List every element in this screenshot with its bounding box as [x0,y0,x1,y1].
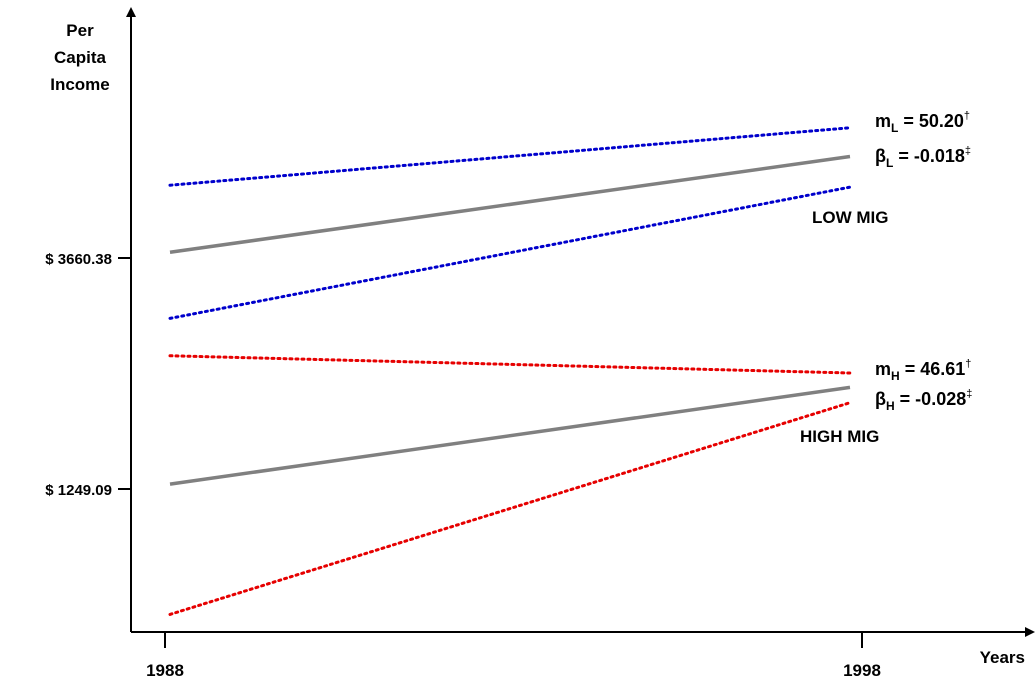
high-beta-annotation: βH = -0.028‡ [875,388,972,413]
y-axis-label-line-1: Per [66,21,94,40]
low-mig-fit-line [169,154,851,255]
y-tick-label-3660: $ 3660.38 [45,251,112,268]
high-mig-upper-line [168,354,852,375]
y-axis-label-line-2: Capita [54,48,107,67]
x-tick-label-1998: 1998 [843,661,881,680]
x-tick-label-1988: 1988 [146,661,184,680]
high-mig-fit-line [169,385,851,486]
y-tick-label-1249: $ 1249.09 [45,482,112,499]
low-slope-annotation: mL = 50.20† [875,110,970,135]
high-mig-lower-line [168,401,852,616]
y-axis-label-line-3: Income [50,75,110,94]
low-beta-annotation: βL = -0.018‡ [875,145,971,170]
high-slope-annotation: mH = 46.61† [875,358,971,383]
high-mig-label: HIGH MIG [800,427,879,446]
series-layer [168,126,852,616]
low-mig-upper-line [168,126,852,187]
x-axis-label: Years [980,648,1025,667]
low-mig-lower-line [168,185,852,320]
low-mig-label: LOW MIG [812,208,888,227]
